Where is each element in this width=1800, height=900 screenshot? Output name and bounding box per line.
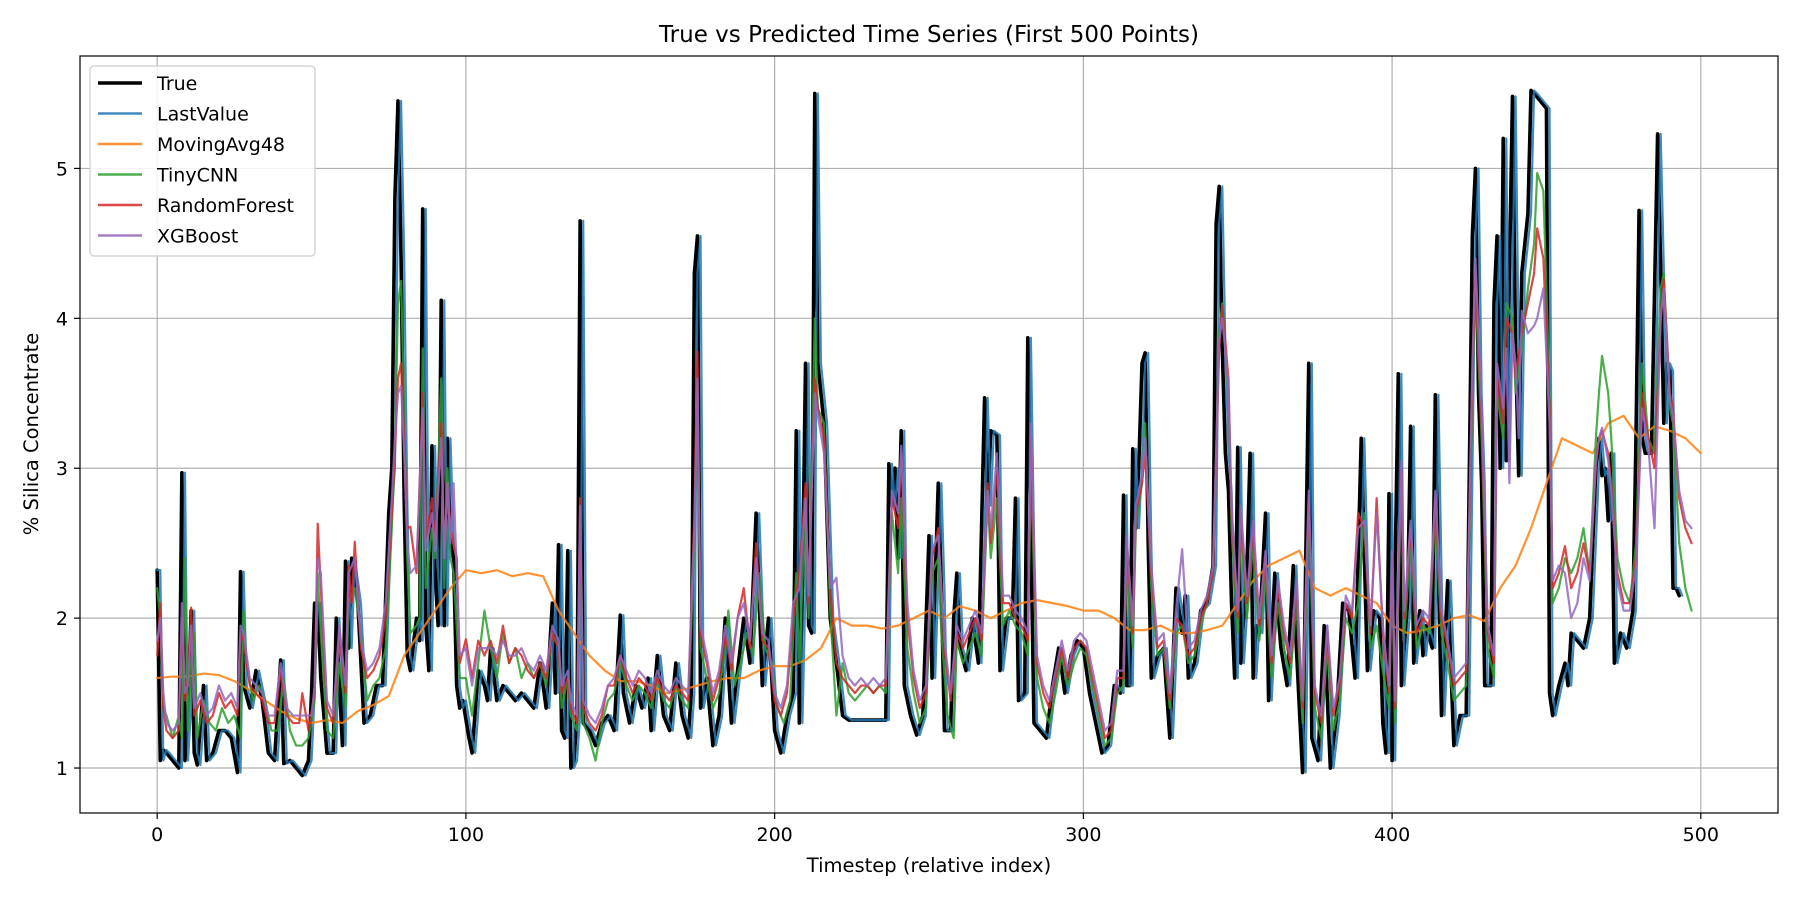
legend-box	[89, 65, 316, 257]
x-axis-title: Timestep (relative index)	[806, 854, 1051, 877]
x-tick-label: 500	[1683, 824, 1719, 846]
x-tick-label: 200	[757, 824, 793, 846]
series-lines	[155, 88, 1702, 778]
y-tick-label: 5	[56, 158, 68, 180]
y-tick-label: 1	[56, 758, 68, 780]
legend: True LastValue MovingAvg48 TinyCNN RandomFor…	[89, 65, 316, 257]
x-tick-label: 100	[448, 824, 484, 846]
legend-label-tinycnn: TinyCNN	[156, 165, 238, 187]
plot-frame	[79, 55, 1779, 814]
y-tick-label: 4	[56, 308, 68, 330]
y-tick-label: 3	[56, 458, 68, 480]
x-tick-label: 0	[151, 824, 163, 846]
legend-label-lastvalue: LastValue	[157, 104, 249, 126]
x-tick-label: 400	[1374, 824, 1410, 846]
chart-title: True vs Predicted Time Series (First 500…	[658, 22, 1199, 48]
y-tick-label: 2	[56, 608, 68, 630]
legend-label-xgboost: XGBoost	[157, 226, 238, 248]
series-line-xgboost	[156, 257, 1693, 732]
legend-label-movingavg48: MovingAvg48	[157, 134, 285, 156]
axis-ticks: 0 100 200 300 400 500 1 2 3 4 5	[56, 158, 1719, 846]
legend-label-true: True	[156, 73, 197, 95]
x-tick-label: 300	[1065, 824, 1101, 846]
legend-label-randomforest: RandomForest	[157, 195, 294, 217]
y-axis-title: % Silica Concentrate	[20, 333, 43, 535]
